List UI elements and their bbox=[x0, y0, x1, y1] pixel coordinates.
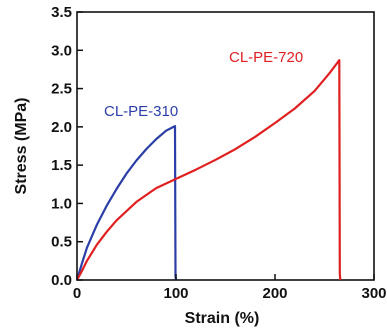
series-line-cl-pe-310 bbox=[75, 125, 178, 281]
x-axis-title: Strain (%) bbox=[185, 310, 260, 327]
x-tick-label: 200 bbox=[262, 285, 287, 302]
plot-frame bbox=[76, 11, 375, 281]
series-label-cl-pe-720: CL-PE-720 bbox=[229, 49, 303, 66]
y-tick-label: 0.0 bbox=[51, 272, 72, 289]
y-tick-label: 1.0 bbox=[51, 195, 72, 212]
y-tick-label: 1.5 bbox=[51, 157, 72, 174]
plot-area: 0 100 200 300 0.0 0.5 1.0 1.5 2.0 2.5 3.0 3.5 bbox=[51, 4, 386, 302]
series-label-cl-pe-310: CL-PE-310 bbox=[104, 103, 178, 120]
ticks-layer: 0 100 200 300 0.0 0.5 1.0 1.5 2.0 2.5 3.0 3.5 bbox=[51, 4, 386, 302]
series-line-cl-pe-720 bbox=[76, 59, 342, 281]
x-tick-label: 0 bbox=[73, 285, 81, 302]
x-tick-label: 100 bbox=[163, 285, 188, 302]
series-layer bbox=[75, 59, 342, 281]
y-tick-label: 3.0 bbox=[51, 42, 72, 59]
y-tick-label: 2.0 bbox=[51, 119, 72, 136]
x-tick-label: 300 bbox=[361, 285, 386, 302]
y-axis-title: Stress (MPa) bbox=[13, 98, 30, 195]
y-tick-label: 3.5 bbox=[51, 4, 72, 21]
y-tick-label: 0.5 bbox=[51, 234, 72, 251]
y-tick-label: 2.5 bbox=[51, 81, 72, 98]
